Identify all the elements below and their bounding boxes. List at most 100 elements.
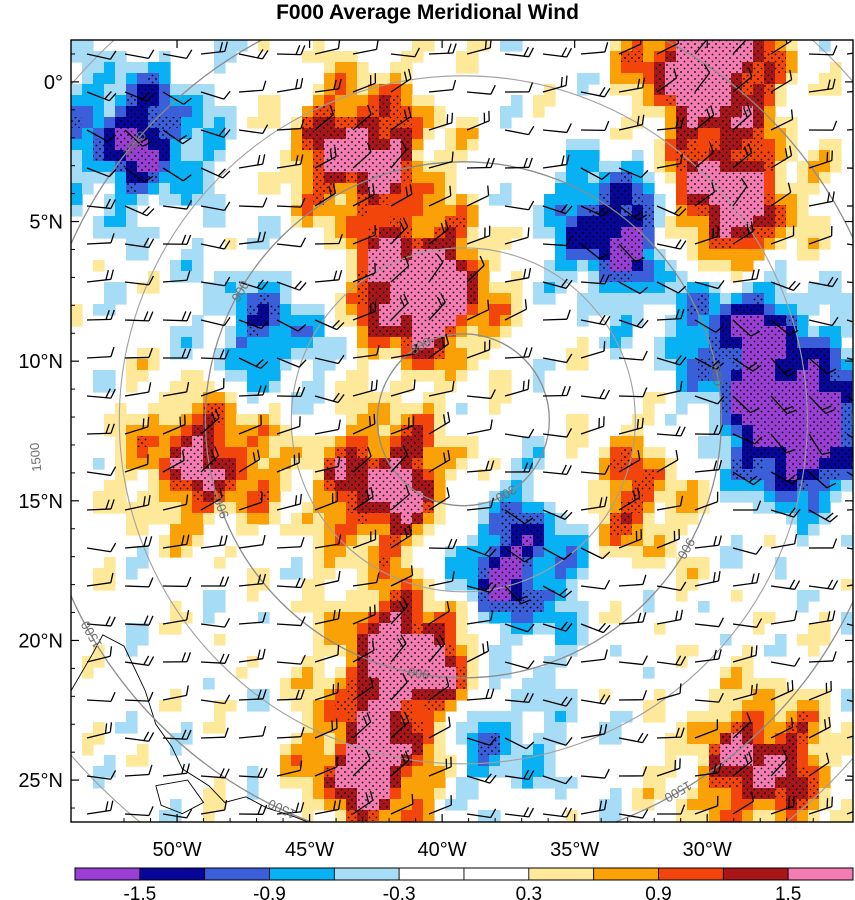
stipple-cell: [753, 458, 764, 469]
stipple-cell: [511, 568, 522, 579]
stipple-cell: [357, 502, 368, 513]
field-cell: [819, 238, 831, 250]
wind-barb: [580, 416, 605, 435]
field-cell: [621, 480, 633, 492]
wind-barb: [580, 547, 611, 560]
field-cell: [236, 667, 248, 679]
field-cell: [533, 766, 545, 778]
stipple-cell: [434, 656, 445, 667]
field-cell: [335, 612, 347, 624]
field-cell: [236, 469, 248, 481]
stipple-cell: [324, 172, 335, 183]
field-cell: [346, 183, 358, 195]
field-cell: [665, 359, 677, 371]
barb-shaft: [314, 319, 338, 331]
field-cell: [115, 73, 127, 85]
field-cell: [489, 667, 501, 679]
field-cell: [324, 568, 336, 580]
barb-feather: [446, 487, 450, 498]
field-cell: [676, 304, 688, 316]
field-cell: [93, 656, 105, 668]
barb-shaft: [466, 235, 490, 245]
field-cell: [764, 271, 776, 283]
stipple-cell: [445, 293, 456, 304]
field-cell: [566, 535, 578, 547]
wind-barb: [238, 385, 267, 397]
barb-shaft: [504, 388, 529, 397]
field-cell: [830, 337, 842, 349]
field-cell: [511, 612, 523, 624]
field-cell: [632, 425, 644, 437]
barb-shaft: [276, 205, 302, 208]
field-cell: [511, 293, 523, 305]
barb-shaft: [808, 395, 826, 414]
barb-feather: [783, 368, 794, 373]
field-cell: [170, 128, 182, 140]
field-cell: [225, 447, 237, 459]
wind-barb: [618, 318, 649, 329]
field-cell: [841, 612, 853, 624]
field-cell: [555, 282, 567, 294]
barb-shaft: [808, 319, 833, 327]
stipple-cell: [357, 667, 368, 678]
field-cell: [181, 502, 193, 514]
field-cell: [104, 293, 116, 305]
stipple-cell: [797, 370, 808, 381]
barb-shaft: [618, 243, 636, 262]
field-cell: [533, 216, 545, 228]
stipple-cell: [654, 62, 665, 73]
field-cell: [555, 568, 567, 580]
barb-feather: [338, 233, 343, 244]
field-cell: [335, 106, 347, 118]
field-cell: [522, 777, 534, 789]
wind-barb: [124, 495, 151, 511]
barb-shaft: [618, 319, 642, 329]
barb-shaft: [276, 546, 302, 549]
field-cell: [797, 590, 809, 602]
stipple-cell: [775, 315, 786, 326]
barb-shaft: [238, 281, 263, 290]
field-cell: [555, 634, 567, 646]
field-cell: [170, 502, 182, 514]
stipple-cell: [731, 381, 742, 392]
field-cell: [643, 491, 655, 503]
field-cell: [236, 271, 248, 283]
stipple-cell: [346, 469, 357, 480]
field-cell: [269, 95, 281, 107]
field-cell: [225, 546, 237, 558]
field-cell: [346, 260, 358, 272]
stipple-cell: [610, 260, 621, 271]
wind-barb: [276, 416, 301, 435]
field-cell: [313, 205, 325, 217]
stipple-cell: [412, 425, 423, 436]
field-cell: [423, 788, 435, 800]
barb-feather: [490, 389, 496, 399]
stipple-cell: [533, 513, 544, 524]
field-cell: [401, 95, 413, 107]
field-cell: [654, 282, 666, 294]
field-cell: [324, 557, 336, 569]
wind-barb: [314, 534, 342, 549]
field-cell: [104, 425, 116, 437]
stipple-cell: [192, 436, 203, 447]
field-cell: [269, 403, 281, 415]
wind-barb: [124, 536, 153, 549]
wind-barb: [276, 78, 304, 93]
stipple-cell: [698, 62, 709, 73]
field-cell: [841, 744, 853, 756]
field-cell: [808, 700, 820, 712]
stipple-cell: [753, 73, 764, 84]
field-cell: [401, 370, 413, 382]
barb-feather: [560, 203, 568, 213]
barb-feather: [373, 413, 376, 424]
stipple-cell: [379, 722, 390, 733]
wind-barb: [428, 538, 458, 550]
field-cell: [434, 392, 446, 404]
stipple-cell: [401, 700, 412, 711]
field-cell: [632, 788, 644, 800]
stipple-cell: [753, 205, 764, 216]
field-cell: [676, 733, 688, 745]
field-cell: [665, 326, 677, 338]
field-cell: [841, 326, 853, 338]
stipple-cell: [687, 161, 698, 172]
